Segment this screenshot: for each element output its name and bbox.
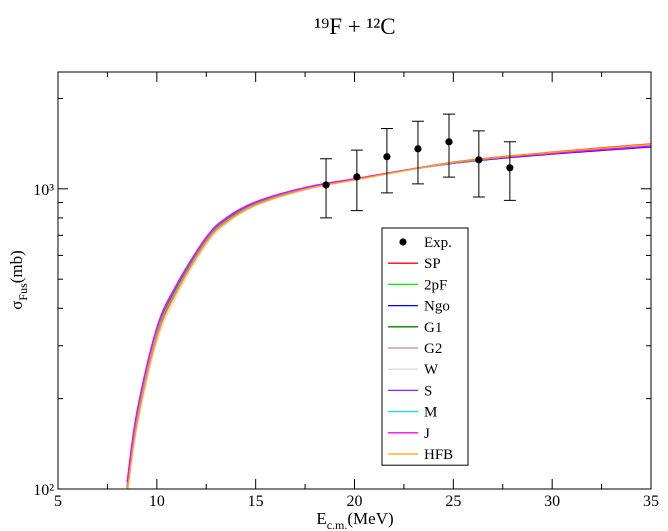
legend-label: G2 [424,341,442,357]
x-tick-label: 15 [248,493,264,510]
y-label-sub: Fus [16,283,30,301]
legend-label: Ngo [424,299,450,315]
exp-point [475,156,483,164]
x-label-unit: (MeV) [347,509,393,528]
x-tick-label: 30 [544,493,560,510]
x-label-sub: c.m. [327,518,348,531]
curves [126,143,651,489]
legend-label: W [424,362,439,378]
legend-label: HFB [424,447,453,463]
legend-box [381,227,469,466]
exp-point [383,153,391,161]
error-bar [411,120,424,185]
legend-label: M [424,405,437,421]
model-curve [127,143,651,489]
y-label-unit: (mb) [7,250,26,283]
x-tick-label: 5 [54,493,62,510]
legend-label: J [424,426,430,442]
exp-point [445,138,453,146]
x-tick-label: 20 [347,493,363,510]
legend-label: S [424,383,432,399]
error-bar [472,130,485,198]
exp-point [353,173,361,181]
legend-label: SP [424,256,441,272]
y-axis-label: σFus(mb) [7,250,30,310]
legend-label: G1 [424,320,442,336]
x-tick-label: 35 [643,493,659,510]
legend-label: Exp. [424,235,452,251]
legend-label: 2pF [424,277,447,293]
x-tick-label: 25 [445,493,461,510]
exp-point [322,181,330,189]
x-tick-label: 10 [149,493,165,510]
plot-frame [57,71,652,490]
error-bar [380,127,393,194]
y-label-main: σ [7,301,26,310]
error-bar [442,113,455,178]
y-tick-label: 10² [33,482,54,499]
exp-point [506,164,514,172]
chart-title: ¹⁹F + ¹²C [314,14,395,39]
y-tick-label: 10³ [33,182,54,199]
exp-point [414,145,422,153]
legend-marker [399,238,407,246]
x-label-main: E [316,509,326,528]
x-axis-label: Ec.m.(MeV) [316,509,393,531]
